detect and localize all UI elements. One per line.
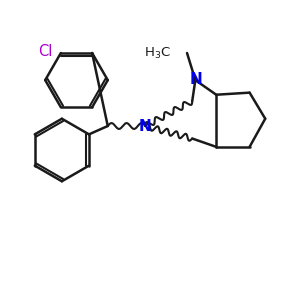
Circle shape [188, 73, 203, 87]
Circle shape [138, 119, 153, 133]
Circle shape [145, 40, 170, 65]
Text: Cl: Cl [38, 44, 52, 59]
Text: N: N [139, 118, 152, 134]
Circle shape [38, 45, 55, 61]
Text: H$_3$C: H$_3$C [144, 46, 171, 61]
Text: N: N [190, 72, 203, 87]
